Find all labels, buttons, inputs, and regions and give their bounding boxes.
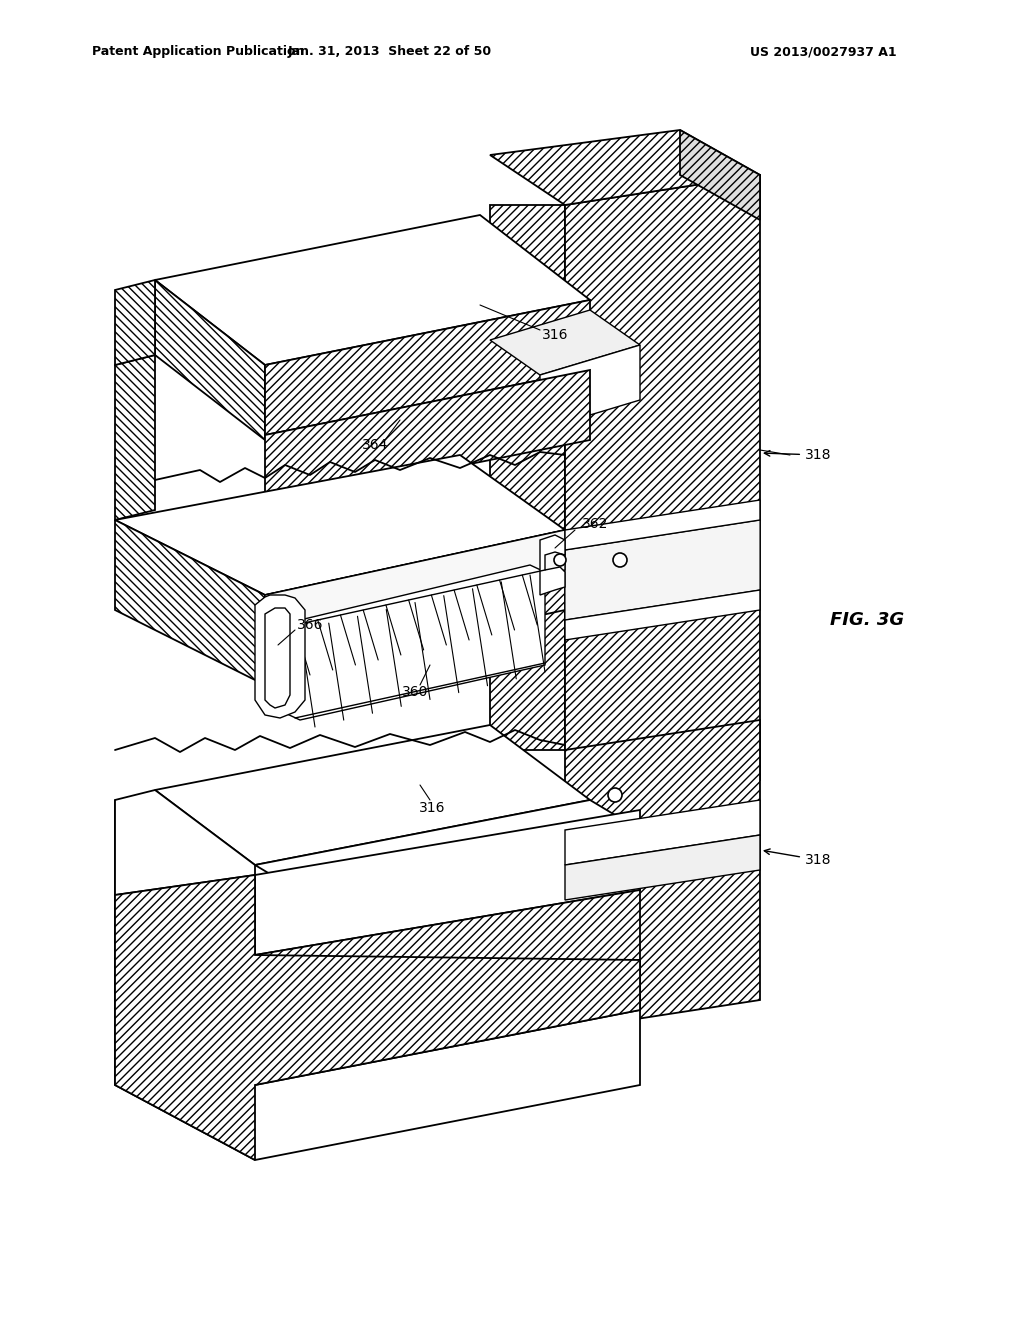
Polygon shape (565, 590, 760, 640)
Polygon shape (265, 531, 565, 675)
Polygon shape (115, 800, 255, 970)
Polygon shape (565, 836, 760, 900)
Polygon shape (155, 215, 590, 366)
Text: 316: 316 (542, 327, 568, 342)
Text: 318: 318 (764, 849, 831, 867)
Polygon shape (490, 310, 640, 375)
Polygon shape (155, 725, 590, 865)
Polygon shape (115, 789, 255, 895)
Circle shape (613, 553, 627, 568)
Polygon shape (115, 520, 265, 685)
Text: 366: 366 (297, 618, 324, 632)
Polygon shape (680, 129, 760, 220)
Polygon shape (265, 609, 290, 708)
Polygon shape (255, 595, 305, 718)
Polygon shape (565, 520, 760, 620)
Polygon shape (115, 895, 640, 1160)
Text: 318: 318 (764, 447, 831, 462)
Text: Patent Application Publication: Patent Application Publication (92, 45, 304, 58)
Polygon shape (540, 535, 565, 595)
Polygon shape (565, 719, 760, 1030)
Polygon shape (265, 531, 565, 635)
Polygon shape (565, 176, 760, 780)
Text: 364: 364 (361, 438, 388, 451)
Text: 316: 316 (419, 801, 445, 814)
Text: FIG. 3G: FIG. 3G (830, 611, 904, 630)
Text: Jan. 31, 2013  Sheet 22 of 50: Jan. 31, 2013 Sheet 22 of 50 (288, 45, 493, 58)
Polygon shape (115, 875, 640, 1160)
Polygon shape (255, 890, 640, 1026)
Polygon shape (285, 565, 545, 719)
Polygon shape (490, 205, 565, 750)
Text: 362: 362 (582, 517, 608, 531)
Polygon shape (115, 355, 155, 520)
Circle shape (608, 788, 622, 803)
Polygon shape (540, 345, 640, 430)
Polygon shape (265, 370, 590, 506)
Polygon shape (565, 800, 760, 865)
Polygon shape (490, 129, 760, 205)
Text: 360: 360 (401, 685, 428, 700)
Polygon shape (565, 500, 760, 550)
Text: US 2013/0027937 A1: US 2013/0027937 A1 (750, 45, 897, 58)
Polygon shape (115, 280, 155, 366)
Circle shape (554, 554, 566, 566)
Polygon shape (255, 800, 640, 895)
Polygon shape (115, 895, 640, 1085)
Polygon shape (305, 830, 640, 954)
Polygon shape (265, 300, 590, 436)
Polygon shape (255, 810, 640, 954)
Polygon shape (155, 280, 265, 440)
Polygon shape (115, 455, 565, 595)
